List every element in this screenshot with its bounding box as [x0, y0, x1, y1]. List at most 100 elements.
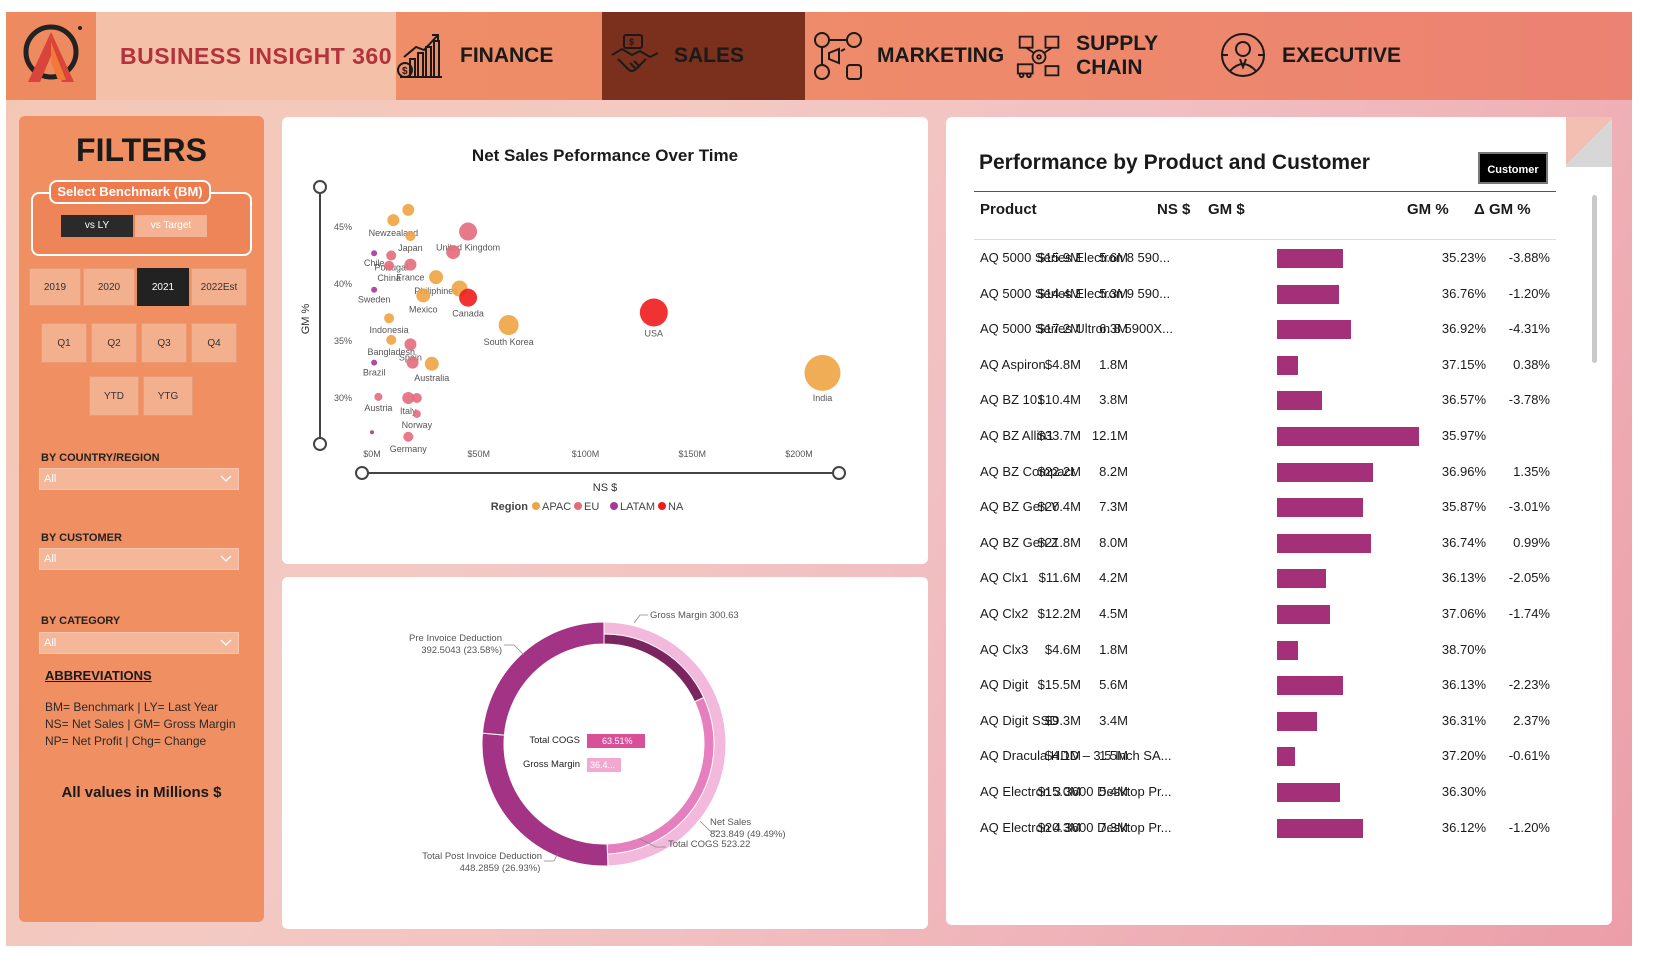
quarter-q2-button[interactable]: Q2: [91, 323, 137, 363]
scatter-point[interactable]: [804, 354, 841, 391]
center-cogs-bar: [587, 734, 645, 748]
ns-cell: $4.8M: [1044, 356, 1081, 372]
nav-marketing[interactable]: MARKETING: [805, 12, 1008, 100]
scatter-point[interactable]: [412, 409, 421, 418]
customer-toggle-button[interactable]: Customer: [1478, 152, 1548, 184]
product-cell: AQ BZ Gen Y: [980, 499, 1060, 515]
quarter-q3-button[interactable]: Q3: [141, 323, 187, 363]
gm-pct-cell: 36.92%: [1441, 321, 1486, 337]
y-axis-slider-bottom-handle[interactable]: [313, 437, 327, 451]
year-2019-button[interactable]: 2019: [29, 268, 81, 306]
legend-swatch: [532, 502, 540, 510]
category-select[interactable]: All: [39, 632, 239, 654]
year-2020-button[interactable]: 2020: [83, 268, 135, 306]
year-2021-button[interactable]: 2021: [137, 268, 189, 306]
delta-gm-pct-cell: 0.99%: [1513, 534, 1550, 550]
year-2022est-button[interactable]: 2022Est: [191, 268, 247, 306]
scatter-point[interactable]: [384, 260, 395, 271]
scatter-point[interactable]: [639, 298, 668, 327]
scatter-point[interactable]: [403, 431, 414, 442]
scatter-point[interactable]: [459, 222, 478, 241]
scatter-point[interactable]: [416, 288, 431, 303]
scatter-point[interactable]: [405, 231, 416, 242]
legend-item[interactable]: APAC: [542, 501, 571, 513]
scatter-point[interactable]: [371, 286, 378, 293]
quarter-q4-button[interactable]: Q4: [191, 323, 237, 363]
x-axis-slider-left-handle[interactable]: [355, 466, 369, 480]
col-header-gm[interactable]: GM $: [1208, 201, 1245, 218]
gm-cell: 5.6M: [1099, 677, 1128, 693]
table-row[interactable]: AQ Clx2 $12.2M 4.5M 37.06% -1.74%: [974, 596, 1556, 632]
table-row[interactable]: AQ Aspiron $4.8M 1.8M 37.15% 0.38%: [974, 347, 1556, 383]
table-row[interactable]: AQ Electron 4 3600 Desktop Pr... $20.3M 7.…: [974, 810, 1556, 846]
table-row[interactable]: AQ 5000 Series Ultron 8 5900X... $17.2M 6.…: [974, 311, 1556, 347]
product-cell: AQ Clx3: [980, 641, 1029, 657]
y-axis-slider-top-handle[interactable]: [313, 180, 327, 194]
gm-bar: [1277, 498, 1363, 518]
scatter-point[interactable]: [402, 392, 415, 404]
product-cell: AQ BZ Allin1: [980, 428, 1054, 443]
customer-select[interactable]: All: [39, 548, 239, 570]
table-row[interactable]: AQ BZ Gen Y $20.4M 7.3M 35.87% -3.01%: [974, 489, 1556, 525]
ns-cell: $17.2M: [1037, 321, 1081, 337]
table-row[interactable]: AQ Electron 3 3600 Desktop Pr... $15.0M 5.…: [974, 774, 1556, 810]
ns-cell: $10.4M: [1037, 392, 1081, 408]
period-ytg-button[interactable]: YTG: [143, 376, 193, 416]
benchmark-vs-target-button[interactable]: vs Target: [135, 215, 207, 237]
table-row[interactable]: AQ BZ 101 $10.4M 3.8M 36.57% -3.78%: [974, 382, 1556, 418]
scatter-point[interactable]: [411, 393, 422, 403]
net-sales-value: 823.849 (49.49%): [710, 829, 786, 840]
scatter-point[interactable]: [424, 356, 439, 371]
x-tick-label: $50M: [467, 449, 490, 459]
scatter-point[interactable]: [404, 258, 417, 271]
scatter-point[interactable]: [459, 288, 478, 307]
product-cell: AQ Digit SSD: [980, 712, 1059, 728]
table-row[interactable]: AQ Dracula HDD – 3.5 Inch SA... $4.1M 1.5M…: [974, 738, 1556, 774]
scatter-point[interactable]: [402, 203, 415, 216]
table-scrollbar[interactable]: [1592, 195, 1597, 363]
scatter-point[interactable]: [371, 250, 378, 257]
scatter-point[interactable]: [406, 356, 419, 369]
scatter-point[interactable]: [386, 250, 397, 261]
scatter-point[interactable]: [387, 214, 400, 227]
scatter-point[interactable]: [386, 334, 397, 345]
legend-item[interactable]: LATAM: [620, 501, 655, 513]
total-cogs-slice[interactable]: [606, 696, 715, 855]
scatter-point[interactable]: [374, 392, 383, 401]
scatter-point[interactable]: [370, 430, 374, 435]
scatter-point[interactable]: [429, 270, 444, 285]
col-header-product[interactable]: Product: [980, 201, 1037, 218]
table-row[interactable]: AQ 5000 Series Electron 9 590... $14.4M 5.…: [974, 276, 1556, 312]
col-header-delta-gm-pct[interactable]: Δ GM %: [1474, 201, 1531, 218]
table-row[interactable]: AQ Digit SSD $9.3M 3.4M 36.31% 2.37%: [974, 703, 1556, 739]
table-row[interactable]: AQ BZ Compact $22.2M 8.2M 36.96% 1.35%: [974, 454, 1556, 490]
x-axis-slider-right-handle[interactable]: [832, 466, 846, 480]
nav-executive[interactable]: EXECUTIVE: [1218, 12, 1438, 100]
product-cell: AQ BZ Compact: [980, 463, 1075, 479]
nav-supply-chain[interactable]: SUPPLY CHAIN: [1008, 12, 1218, 100]
nav-finance[interactable]: $ FINANCE: [396, 12, 602, 100]
table-row[interactable]: AQ BZ Allin1 $33.7M 12.1M 35.97%: [974, 418, 1556, 454]
post-invoice-slice[interactable]: [481, 732, 609, 867]
country-select[interactable]: All: [39, 468, 239, 490]
col-header-gm-pct[interactable]: GM %: [1407, 201, 1449, 218]
table-row[interactable]: AQ BZ Gen Z $21.8M 8.0M 36.74% 0.99%: [974, 525, 1556, 561]
supply-chain-icon: [1016, 35, 1060, 79]
table-row[interactable]: AQ 5000 Series Electron 8 590... $15.9M 5.…: [974, 240, 1556, 276]
scatter-point[interactable]: [371, 359, 378, 366]
scatter-point[interactable]: [384, 313, 395, 324]
quarter-q1-button[interactable]: Q1: [41, 323, 87, 363]
scatter-point[interactable]: [404, 338, 417, 351]
col-header-ns[interactable]: NS $: [1157, 201, 1191, 218]
nav-sales[interactable]: $ SALES: [602, 12, 805, 100]
period-ytd-button[interactable]: YTD: [89, 376, 139, 416]
table-row[interactable]: AQ Clx3 $4.6M 1.8M 38.70%: [974, 632, 1556, 668]
table-row[interactable]: AQ Digit $15.5M 5.6M 36.13% -2.23%: [974, 667, 1556, 703]
legend-item[interactable]: EU: [584, 501, 599, 513]
benchmark-vs-ly-button[interactable]: vs LY: [61, 215, 133, 237]
legend-item[interactable]: NA: [668, 501, 684, 513]
table-row[interactable]: AQ Clx1 $11.6M 4.2M 36.13% -2.05%: [974, 560, 1556, 596]
scatter-point[interactable]: [446, 245, 461, 260]
scatter-point[interactable]: [498, 315, 519, 336]
pre-invoice-slice[interactable]: [481, 621, 605, 736]
